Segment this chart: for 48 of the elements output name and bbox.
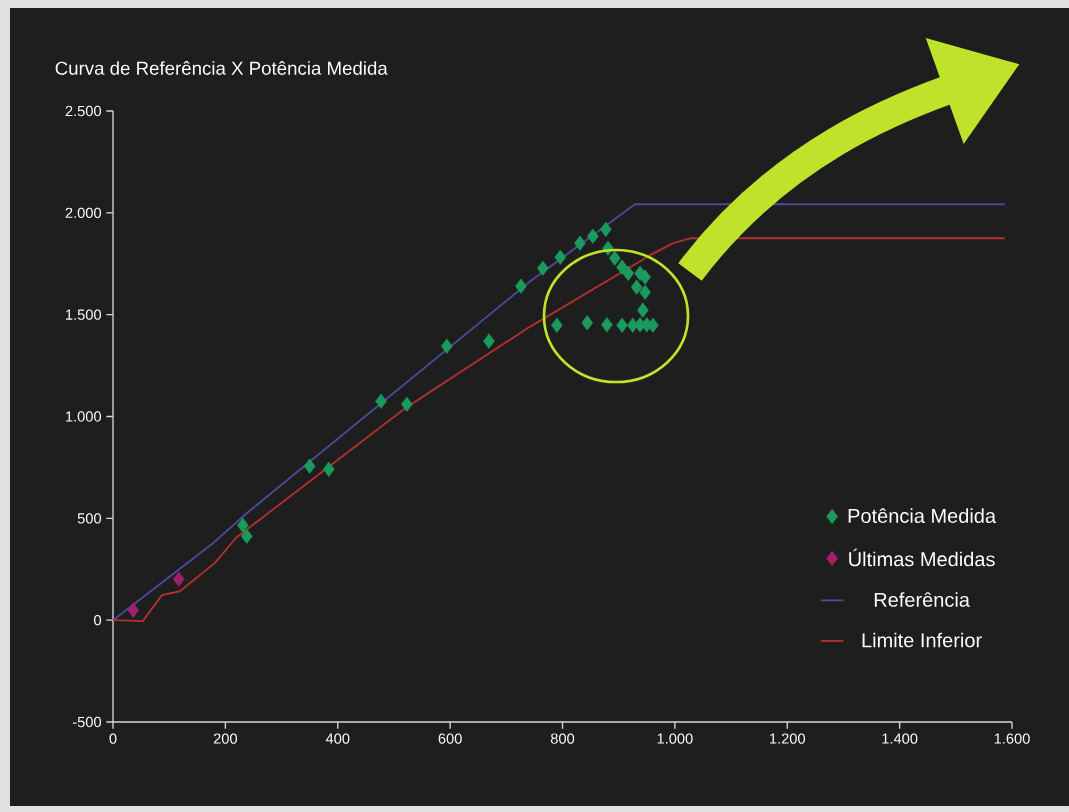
legend-label: Limite Inferior bbox=[862, 632, 982, 648]
point bbox=[240, 528, 253, 544]
point bbox=[574, 235, 586, 251]
point bbox=[601, 317, 613, 333]
legend-label: Referência bbox=[874, 592, 970, 607]
point bbox=[600, 221, 612, 237]
point bbox=[639, 269, 651, 285]
point bbox=[639, 284, 651, 300]
x-tick-label: 1.600 bbox=[994, 733, 1030, 744]
point bbox=[237, 517, 249, 533]
point bbox=[637, 302, 649, 318]
point bbox=[554, 249, 567, 265]
x-tick-label: 200 bbox=[213, 733, 238, 744]
point bbox=[587, 228, 599, 244]
x-tick-label: 600 bbox=[438, 733, 462, 744]
point bbox=[647, 317, 659, 333]
x-tick-label: 1.000 bbox=[657, 733, 693, 744]
point bbox=[323, 461, 335, 477]
point bbox=[608, 250, 621, 266]
y-tick-label: 2.000 bbox=[65, 207, 102, 219]
x-tick-label: 400 bbox=[325, 733, 350, 744]
y-tick-label: 0 bbox=[94, 614, 102, 626]
point bbox=[537, 260, 549, 276]
x-tick-label: 800 bbox=[550, 733, 575, 744]
point bbox=[515, 278, 527, 294]
y-tick-label: 2.500 bbox=[65, 105, 102, 117]
y-tick-label: 1.000 bbox=[66, 411, 102, 422]
point bbox=[630, 279, 643, 295]
point bbox=[375, 393, 387, 409]
y-tick-label: 500 bbox=[77, 513, 102, 524]
point bbox=[551, 317, 563, 333]
point bbox=[440, 338, 453, 354]
point bbox=[581, 315, 593, 331]
point bbox=[616, 317, 628, 333]
point bbox=[483, 333, 495, 349]
point bbox=[401, 396, 413, 412]
point bbox=[303, 458, 316, 474]
y-tick-label: 1.500 bbox=[66, 309, 102, 320]
x-tick-label: 1.400 bbox=[882, 733, 918, 744]
point bbox=[127, 602, 139, 618]
point bbox=[622, 265, 635, 281]
legend-label: Potência Medida bbox=[848, 508, 997, 523]
point bbox=[172, 571, 185, 587]
chart-title: Curva de Referência X Potência Medida bbox=[55, 61, 388, 75]
y-tick-label: -500 bbox=[72, 716, 102, 728]
x-tick-label: 0 bbox=[109, 733, 117, 744]
x-tick-label: 1.200 bbox=[770, 733, 806, 744]
legend-label: Últimas Medidas bbox=[849, 548, 995, 567]
